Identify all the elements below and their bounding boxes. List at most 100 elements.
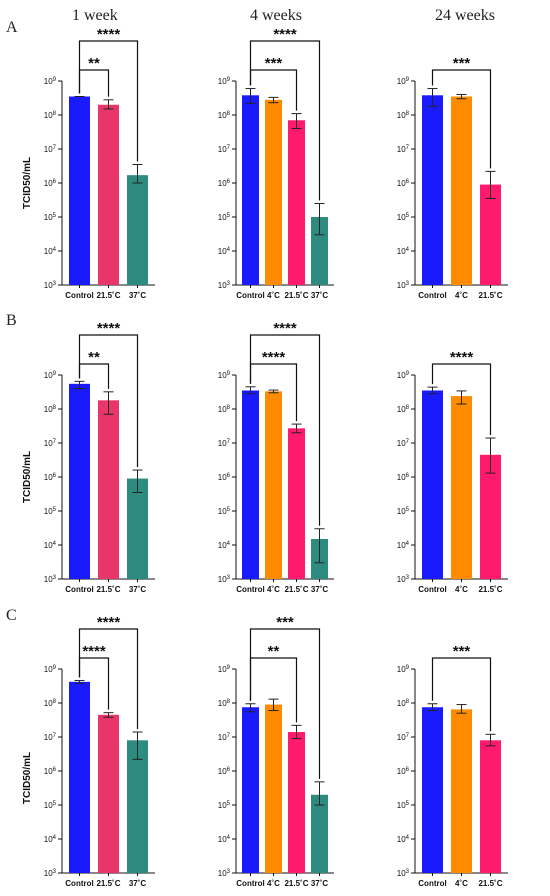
y-tick-label: 104: [44, 541, 57, 550]
y-axis-label-row-c: TCID50/mL: [22, 752, 33, 804]
y-tick-label: 106: [218, 473, 231, 482]
category-label: 4˚C: [455, 585, 468, 594]
category-label: 21.5˚C: [478, 879, 502, 888]
y-tick-label: 106: [44, 179, 57, 188]
y-tick-label: 105: [44, 801, 57, 810]
row-label-a: A: [6, 19, 18, 36]
y-tick-label: 103: [44, 575, 57, 584]
y-tick-label: 105: [44, 213, 57, 222]
bar-21.5˚C: [288, 120, 305, 286]
y-tick-label: 107: [397, 145, 410, 154]
y-tick-label: 107: [44, 145, 57, 154]
charts-group: 103 104 105 106 107 108 109 Control 21.5˚C 37˚C **…: [44, 26, 508, 888]
y-tick-label: 106: [397, 179, 410, 188]
bar-21.5˚C: [480, 184, 501, 285]
category-label: 4˚C: [455, 291, 468, 300]
category-label: 4˚C: [267, 291, 280, 300]
y-tick-label: 104: [397, 835, 410, 844]
significance-stars: **: [88, 349, 100, 366]
column-header-4-weeks: 4 weeks: [250, 7, 302, 24]
category-label: 4˚C: [267, 585, 280, 594]
significance-stars: ****: [97, 26, 121, 43]
significance-bracket: [249, 40, 321, 201]
y-tick-label: 108: [397, 405, 410, 414]
y-tick-label: 108: [218, 699, 231, 708]
y-tick-label: 104: [397, 541, 410, 550]
y-tick-label: 108: [218, 111, 231, 120]
y-tick-label: 103: [218, 281, 231, 290]
category-label: 21.5˚C: [284, 291, 308, 300]
y-tick-label: 108: [397, 111, 410, 120]
y-tick-label: 104: [44, 247, 57, 256]
significance-bracket: [78, 334, 139, 468]
bar-Control: [242, 707, 259, 873]
significance-stars: ***: [276, 614, 294, 631]
significance-stars: ****: [97, 320, 121, 337]
bar-21.5˚C: [288, 428, 305, 579]
y-tick-label: 107: [218, 145, 231, 154]
row-label-b: B: [6, 312, 17, 329]
bar-Control: [422, 707, 443, 873]
column-header-24-weeks: 24 weeks: [435, 7, 495, 24]
y-axis-label-row-a: TCID50/mL: [22, 157, 33, 209]
y-tick-label: 109: [218, 665, 231, 674]
significance-stars: ****: [450, 349, 474, 366]
significance-stars: **: [88, 55, 100, 72]
y-tick-label: 108: [218, 405, 231, 414]
category-label: Control: [418, 585, 446, 594]
significance-bracket: [78, 40, 139, 162]
y-tick-label: 105: [397, 801, 410, 810]
chart-panel-A-3: 103 104 105 106 107 108 109 Control 4˚C 21.5˚C ***: [397, 55, 508, 300]
bar-Control: [242, 95, 259, 286]
y-tick-label: 103: [218, 869, 231, 878]
significance-stars: ****: [262, 349, 286, 366]
y-tick-label: 104: [397, 247, 410, 256]
significance-stars: ***: [265, 55, 283, 72]
bar-4˚C: [265, 704, 282, 873]
y-tick-label: 105: [44, 507, 57, 516]
significance-bracket: [431, 69, 492, 169]
category-label: Control: [65, 585, 93, 594]
bar-Control: [422, 95, 443, 286]
category-label: 37˚C: [311, 585, 329, 594]
category-label: Control: [65, 291, 93, 300]
bar-37˚C: [127, 175, 148, 285]
y-tick-label: 105: [218, 801, 231, 810]
y-tick-label: 106: [44, 767, 57, 776]
y-tick-label: 109: [44, 77, 57, 86]
y-tick-label: 104: [218, 247, 231, 256]
significance-bracket: [431, 363, 492, 436]
category-label: 37˚C: [129, 291, 147, 300]
bar-21.5˚C: [480, 740, 501, 873]
chart-panel-C-2: 103 104 105 106 107 108 109 Control 4˚C 21.5˚C 37˚…: [218, 614, 334, 888]
y-tick-label: 109: [44, 665, 57, 674]
y-tick-label: 109: [44, 371, 57, 380]
significance-bracket: [431, 657, 492, 732]
y-tick-label: 107: [218, 439, 231, 448]
bar-Control: [69, 96, 90, 286]
chart-panel-B-2: 103 104 105 106 107 108 109 Control 4˚C 21.5˚C 37˚…: [218, 320, 334, 594]
y-tick-label: 106: [44, 473, 57, 482]
y-tick-label: 106: [397, 473, 410, 482]
bar-4˚C: [265, 391, 282, 579]
significance-bracket: [249, 334, 321, 526]
y-tick-label: 103: [397, 575, 410, 584]
category-label: 21.5˚C: [96, 879, 120, 888]
category-label: Control: [236, 879, 264, 888]
y-tick-label: 103: [44, 281, 57, 290]
significance-bracket: [78, 69, 110, 97]
y-tick-label: 106: [218, 179, 231, 188]
bar-Control: [242, 390, 259, 579]
y-tick-label: 107: [218, 733, 231, 742]
y-tick-label: 103: [44, 869, 57, 878]
significance-stars: ****: [97, 614, 121, 631]
bar-37˚C: [127, 740, 148, 873]
chart-panel-C-1: 103 104 105 106 107 108 109 Control 21.5˚C 37˚C **…: [44, 614, 155, 888]
bar-4˚C: [451, 709, 472, 873]
y-tick-label: 104: [218, 541, 231, 550]
y-tick-label: 108: [44, 699, 57, 708]
significance-stars: ****: [273, 320, 297, 337]
bar-4˚C: [451, 96, 472, 286]
bar-Control: [69, 681, 90, 873]
bar-37˚C: [311, 217, 328, 285]
